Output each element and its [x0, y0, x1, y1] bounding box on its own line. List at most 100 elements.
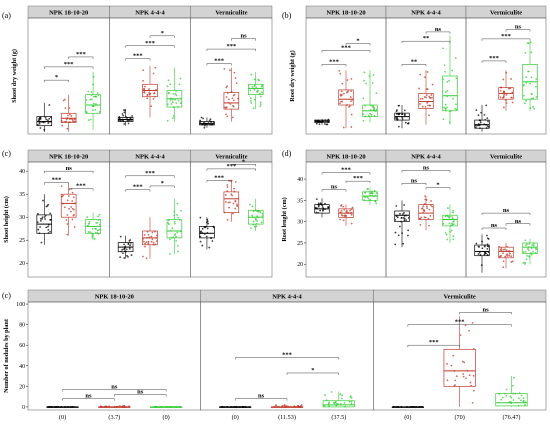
data-point: [169, 83, 172, 86]
data-point: [63, 98, 66, 101]
data-point: [44, 218, 46, 220]
sig-label: ns: [66, 165, 73, 172]
data-point: [206, 220, 209, 223]
data-point: [142, 237, 144, 240]
data-point: [169, 229, 172, 232]
data-point: [532, 244, 535, 247]
data-point: [250, 101, 253, 104]
data-point: [98, 228, 101, 231]
data-point: [499, 89, 502, 92]
data-point: [227, 101, 230, 104]
y-tick-label: 35: [297, 198, 303, 204]
data-point: [67, 406, 70, 408]
box-treat2: [166, 198, 183, 255]
data-point: [224, 194, 227, 196]
data-point: [505, 249, 508, 252]
box-treat2: [247, 71, 264, 110]
data-point: [429, 97, 432, 99]
panel-letter: (d): [282, 149, 292, 158]
data-point: [205, 225, 207, 228]
bracket-line: [425, 187, 451, 190]
panel-5: (c) Number of nodules by plant 0 20 40 60 80 10…: [2, 289, 547, 421]
box-treat2: [247, 198, 264, 231]
data-point: [199, 122, 202, 125]
data-point: [249, 97, 252, 100]
data-point: [423, 216, 426, 219]
data-point: [396, 216, 399, 219]
data-point: [499, 96, 502, 99]
data-point: [327, 402, 330, 405]
data-point: [502, 248, 505, 251]
data-point: [91, 232, 93, 235]
data-point: [170, 236, 173, 239]
data-point: [431, 96, 433, 99]
box-treat1: [270, 404, 304, 408]
data-point: [319, 202, 322, 205]
data-point: [91, 235, 94, 238]
data-point: [500, 86, 503, 89]
bracket-line: [407, 324, 512, 327]
data-point: [486, 117, 489, 120]
sig-label: *: [311, 367, 314, 374]
data-point: [339, 211, 342, 214]
data-point: [348, 400, 351, 403]
data-point: [320, 203, 323, 206]
data-point: [126, 254, 128, 257]
data-point: [201, 227, 204, 230]
data-point: [201, 123, 204, 126]
data-point: [525, 258, 528, 261]
data-point: [260, 85, 263, 88]
data-point: [332, 401, 335, 404]
data-point: [363, 71, 366, 74]
data-point: [233, 187, 235, 190]
data-point: [428, 208, 431, 211]
facet-frame: [373, 301, 547, 411]
data-point: [319, 209, 322, 212]
data-point: [468, 374, 471, 377]
data-point: [175, 102, 178, 104]
data-point: [346, 211, 349, 214]
data-point: [97, 219, 100, 222]
data-point: [485, 123, 487, 126]
data-point: [108, 405, 111, 408]
data-point: [226, 184, 229, 186]
data-point: [146, 236, 149, 239]
data-point: [351, 98, 354, 101]
bracket-line: [345, 180, 371, 184]
box-control: [314, 198, 330, 218]
data-point: [230, 90, 233, 93]
data-point: [142, 69, 145, 72]
sig-label: ***: [329, 58, 339, 65]
data-point: [253, 85, 256, 88]
sig-bracket: ***: [68, 183, 94, 191]
data-point: [45, 118, 48, 121]
data-point: [528, 255, 531, 258]
data-point: [124, 246, 126, 249]
data-point: [92, 102, 95, 105]
sig-bracket: ***: [125, 53, 151, 61]
data-point: [90, 94, 93, 97]
sig-label: ***: [455, 319, 465, 326]
data-point: [121, 248, 124, 251]
data-point: [427, 217, 430, 220]
data-point: [373, 108, 376, 111]
box-iqr: [199, 226, 215, 239]
data-point: [510, 396, 513, 399]
data-point: [209, 118, 212, 121]
data-point: [203, 226, 206, 229]
data-point: [327, 206, 330, 209]
data-point: [66, 223, 69, 225]
data-point: [206, 231, 209, 234]
data-point: [535, 96, 538, 98]
data-point: [499, 249, 502, 251]
data-point: [47, 225, 49, 228]
data-point: [462, 373, 465, 375]
data-point: [222, 406, 224, 408]
bracket-line: [234, 357, 340, 360]
data-point: [475, 109, 478, 112]
sig-bracket: ***: [68, 51, 94, 59]
data-point: [150, 235, 153, 238]
data-point: [405, 214, 408, 217]
sig-label: *: [161, 180, 164, 187]
data-point: [226, 115, 229, 118]
